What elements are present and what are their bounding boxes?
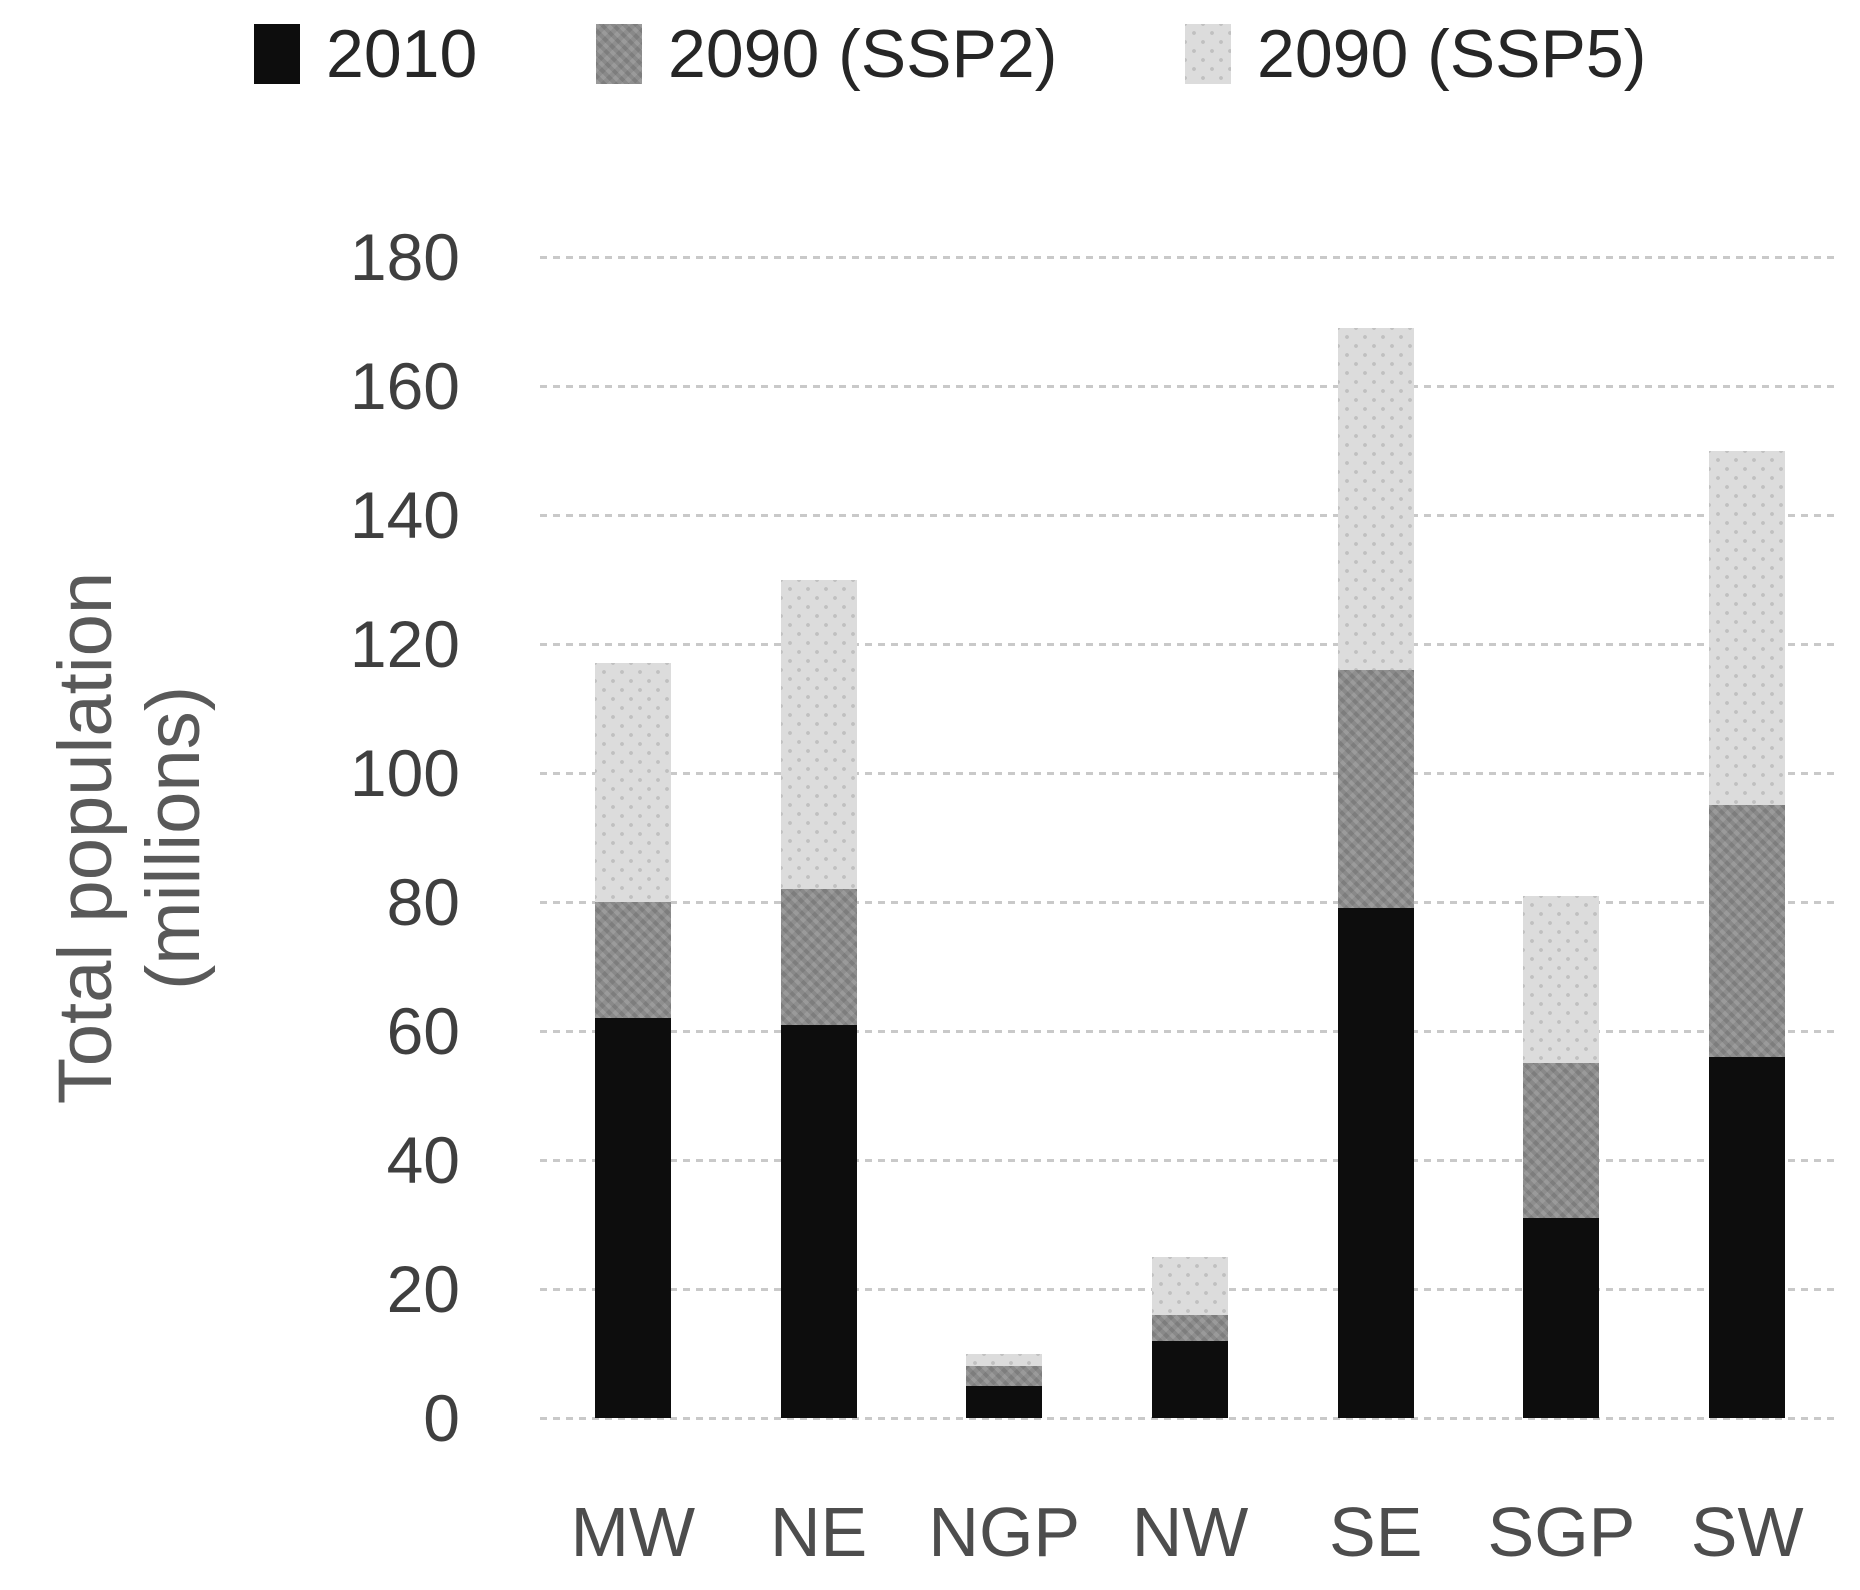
legend-swatch-2010-icon bbox=[254, 24, 300, 84]
bar-SE bbox=[1337, 257, 1414, 1418]
y-tick-label-20: 20 bbox=[386, 1252, 460, 1326]
bar-segment-2090-ssp5-MW bbox=[594, 663, 671, 902]
bar-NW bbox=[1152, 257, 1228, 1418]
legend-swatch-2090-ssp2-icon bbox=[596, 24, 642, 84]
bar-SW bbox=[1709, 257, 1786, 1418]
y-tick-label-180: 180 bbox=[349, 220, 460, 294]
bar-NE bbox=[780, 257, 857, 1418]
x-label-SW: SW bbox=[1690, 1493, 1804, 1571]
legend-label-2090-ssp2: 2090 (SSP2) bbox=[668, 16, 1058, 92]
bar-segment-2010-SW bbox=[1709, 1056, 1786, 1418]
gridline-0 bbox=[540, 1416, 1840, 1420]
bar-segment-2090-ssp5-NE bbox=[780, 579, 857, 890]
y-tick-label-80: 80 bbox=[386, 865, 460, 939]
gridline-40 bbox=[540, 1158, 1840, 1162]
y-tick-label-120: 120 bbox=[349, 607, 460, 681]
y-tick-label-160: 160 bbox=[349, 349, 460, 423]
x-label-SGP: SGP bbox=[1487, 1493, 1636, 1571]
y-tick-label-100: 100 bbox=[349, 736, 460, 810]
bar-segment-2090-ssp2-SGP bbox=[1523, 1063, 1600, 1219]
bar-segment-2090-ssp2-NGP bbox=[966, 1366, 1043, 1386]
gridline-60 bbox=[540, 1029, 1840, 1033]
y-axis-title: Total population (millions) bbox=[42, 253, 218, 1423]
bar-segment-2090-ssp5-NW bbox=[1152, 1256, 1228, 1315]
y-axis-title-line1: Total population bbox=[43, 571, 128, 1105]
x-label-SE: SE bbox=[1329, 1493, 1423, 1571]
bar-segment-2010-NE bbox=[780, 1024, 857, 1418]
legend-label-2090-ssp5: 2090 (SSP5) bbox=[1257, 16, 1647, 92]
bar-segment-2090-ssp2-MW bbox=[594, 902, 671, 1019]
bar-segment-2090-ssp2-SW bbox=[1709, 805, 1786, 1057]
bar-segment-2090-ssp5-NGP bbox=[966, 1353, 1043, 1367]
bar-segment-2010-SE bbox=[1337, 908, 1414, 1418]
legend-item-2010: 2010 bbox=[254, 18, 477, 90]
x-label-MW: MW bbox=[570, 1493, 696, 1571]
bar-segment-2090-ssp5-SE bbox=[1337, 327, 1414, 670]
legend-item-2090-ssp5: 2090 (SSP5) bbox=[1185, 18, 1646, 90]
bar-segment-2010-SGP bbox=[1523, 1218, 1600, 1418]
plot-area bbox=[540, 255, 1840, 1420]
legend-item-2090-ssp2: 2090 (SSP2) bbox=[596, 18, 1057, 90]
gridline-160 bbox=[540, 384, 1840, 388]
bar-segment-2010-NW bbox=[1152, 1340, 1228, 1418]
gridline-120 bbox=[540, 642, 1840, 646]
x-label-NGP: NGP bbox=[928, 1493, 1081, 1571]
gridline-180 bbox=[540, 255, 1840, 259]
y-axis-title-line2: (millions) bbox=[131, 686, 216, 990]
bar-segment-2010-MW bbox=[594, 1018, 671, 1418]
bar-NGP bbox=[966, 257, 1043, 1418]
x-label-NE: NE bbox=[769, 1493, 868, 1571]
bar-segment-2090-ssp5-SW bbox=[1709, 450, 1786, 806]
bar-segment-2090-ssp2-SE bbox=[1337, 669, 1414, 909]
legend-label-2010: 2010 bbox=[326, 16, 478, 92]
y-tick-label-40: 40 bbox=[386, 1123, 460, 1197]
gridline-80 bbox=[540, 900, 1840, 904]
bar-segment-2090-ssp2-NE bbox=[780, 889, 857, 1025]
bar-segment-2010-NGP bbox=[966, 1385, 1043, 1418]
y-tick-label-60: 60 bbox=[386, 994, 460, 1068]
x-label-NW: NW bbox=[1131, 1493, 1249, 1571]
gridline-140 bbox=[540, 513, 1840, 517]
bar-SGP bbox=[1523, 257, 1600, 1418]
gridline-100 bbox=[540, 771, 1840, 775]
bar-segment-2090-ssp5-SGP bbox=[1523, 895, 1600, 1064]
bar-MW bbox=[594, 257, 671, 1418]
legend-swatch-2090-ssp5-icon bbox=[1185, 24, 1231, 84]
y-tick-label-140: 140 bbox=[349, 478, 460, 552]
bar-segment-2090-ssp2-NW bbox=[1152, 1314, 1228, 1341]
y-tick-label-0: 0 bbox=[423, 1381, 460, 1455]
